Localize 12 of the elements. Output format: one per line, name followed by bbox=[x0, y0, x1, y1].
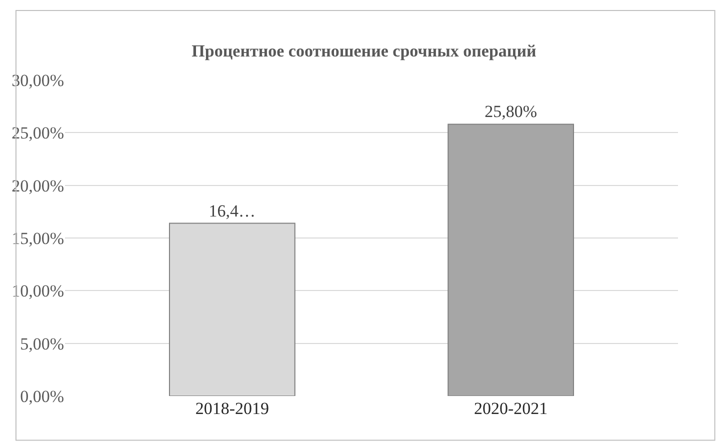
y-tick-label: 5,00% bbox=[20, 334, 64, 354]
y-tick-label: 30,00% bbox=[12, 70, 64, 90]
y-tick-label: 10,00% bbox=[12, 282, 64, 301]
data-label: 25,80% bbox=[484, 102, 538, 122]
data-label: 16,4… bbox=[208, 201, 256, 220]
x-tick-label: 2018-2019 bbox=[195, 399, 270, 418]
chart-title: Процентное соотношение срочных операций bbox=[192, 42, 537, 60]
y-tick-label: 15,00% bbox=[12, 228, 64, 248]
y-tick-label: 0,00% bbox=[20, 386, 64, 406]
y-tick-label: 25,00% bbox=[12, 124, 64, 143]
x-tick-label: 2020-2021 bbox=[474, 399, 548, 418]
y-tick-label: 20,00% bbox=[12, 176, 64, 196]
